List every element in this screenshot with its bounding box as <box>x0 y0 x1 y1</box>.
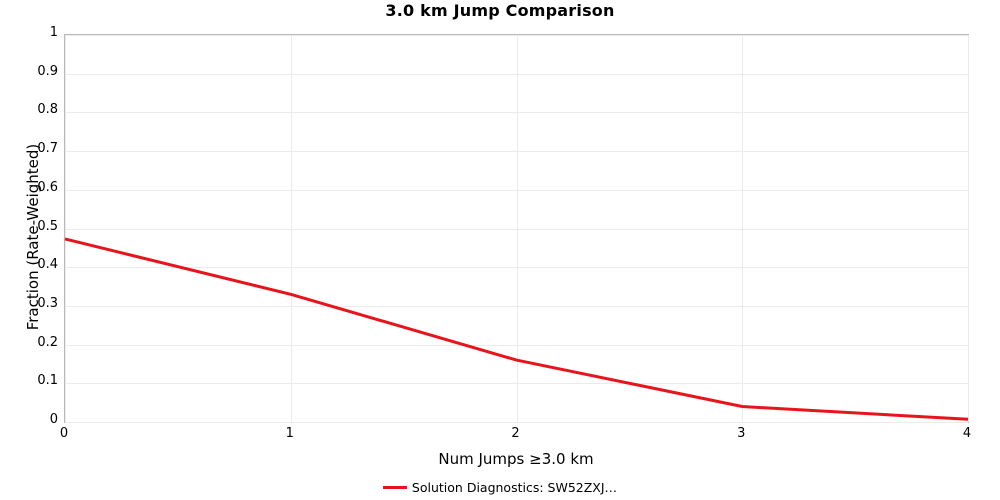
y-axis-tick-label: 0.5 <box>37 218 58 234</box>
gridline-vertical <box>968 35 969 422</box>
x-axis-tick-label: 1 <box>285 426 294 441</box>
plot-area <box>64 34 969 423</box>
y-axis-tick-label: 1 <box>49 25 58 40</box>
y-axis-tick-label: 0.2 <box>37 334 58 350</box>
gridline-horizontal <box>65 422 968 423</box>
gridline-horizontal <box>65 345 968 346</box>
gridline-horizontal <box>65 112 968 113</box>
x-axis-label: Num Jumps ≥3.0 km <box>438 450 594 468</box>
gridline-vertical <box>517 35 518 422</box>
y-axis-tick-label: 0.7 <box>37 141 58 157</box>
chart-legend: Solution Diagnostics: SW52ZXJ… <box>0 480 1000 495</box>
gridline-vertical <box>65 35 66 422</box>
gridline-horizontal <box>65 190 968 191</box>
gridline-vertical <box>742 35 743 422</box>
y-axis-tick-labels: 0 0.1 0.2 0.3 0.4 0.5 0.6 0.7 0.8 0.9 1 <box>0 25 58 427</box>
legend-item-label: Solution Diagnostics: SW52ZXJ… <box>411 480 618 495</box>
y-axis-tick-label: 0.3 <box>37 295 58 311</box>
y-axis-tick-label: 0.1 <box>37 373 58 389</box>
legend-item[interactable]: Solution Diagnostics: SW52ZXJ… <box>382 480 618 495</box>
gridline-horizontal <box>65 151 968 152</box>
gridline-horizontal <box>65 383 968 384</box>
x-axis-tick-label: 0 <box>59 426 69 441</box>
x-axis-tick-label: 2 <box>511 426 520 441</box>
y-axis-tick-label: 0 <box>49 412 58 427</box>
gridline-horizontal <box>65 229 968 230</box>
gridline-horizontal <box>65 267 968 268</box>
y-axis-tick-label: 0.4 <box>37 257 58 273</box>
gridline-horizontal <box>65 306 968 307</box>
y-axis-tick-label: 0.6 <box>37 179 58 195</box>
chart-title: 3.0 km Jump Comparison <box>385 1 615 20</box>
x-axis-tick-label: 4 <box>962 426 972 441</box>
gridline-horizontal <box>65 35 968 36</box>
series-line-solution-diagnostics <box>64 237 969 421</box>
x-axis-tick-labels: 0 1 2 3 4 <box>60 426 971 446</box>
y-axis-tick-label: 0.9 <box>37 63 58 79</box>
gridline-horizontal <box>65 74 968 75</box>
x-axis-tick-label: 3 <box>737 426 746 441</box>
data-series-layer <box>64 237 969 421</box>
gridline-vertical <box>291 35 292 422</box>
legend-color-swatch-icon <box>382 486 407 489</box>
y-axis-tick-label: 0.8 <box>37 102 58 118</box>
